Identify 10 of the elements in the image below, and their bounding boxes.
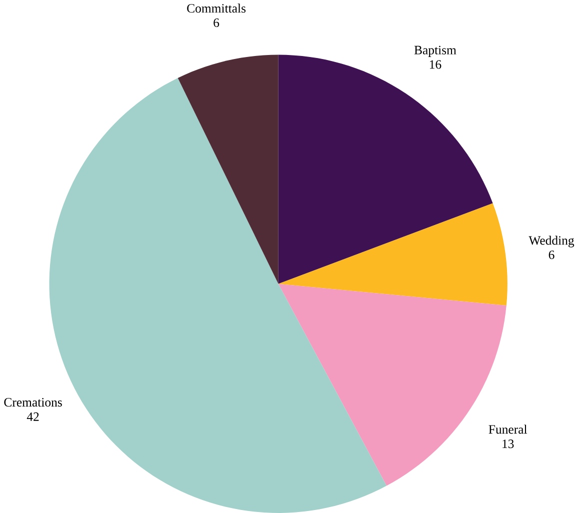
slice-label: Committals (187, 4, 246, 13)
slice-label: Funeral (488, 424, 528, 434)
slice-label: Cremations (4, 398, 62, 407)
slice-label: Wedding (528, 236, 574, 248)
data-label: 6 (548, 250, 554, 260)
data-label: 42 (26, 412, 39, 421)
data-label: 16 (430, 60, 442, 69)
data-label: 6 (214, 18, 220, 28)
data-label: 13 (502, 440, 514, 448)
slice-label: Baptism (414, 46, 456, 57)
